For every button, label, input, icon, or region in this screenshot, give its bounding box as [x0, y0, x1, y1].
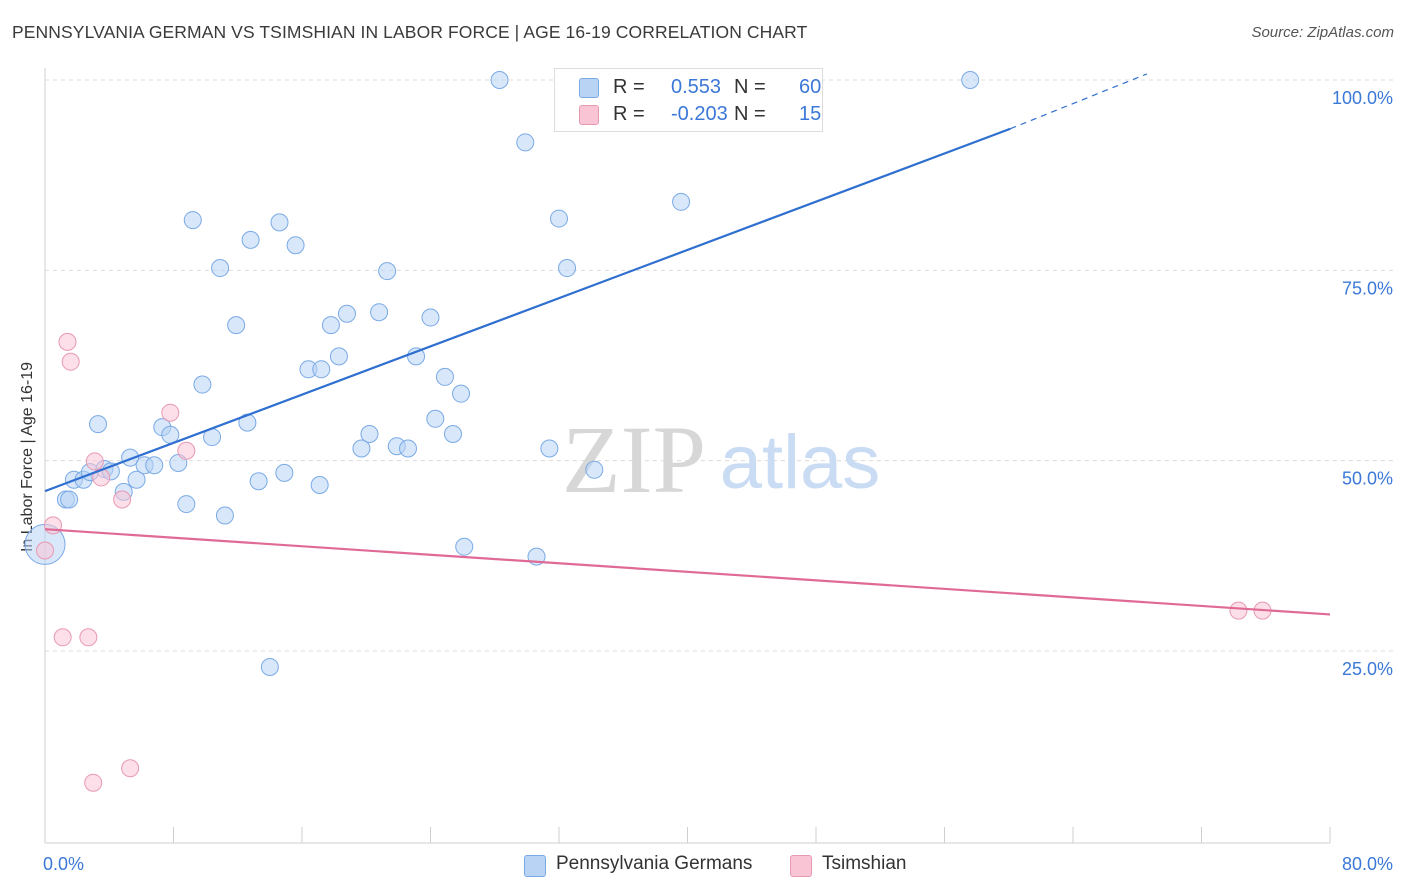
x-tick-label: 0.0%	[43, 854, 84, 874]
data-point-pennsylvania-germans	[312, 360, 331, 379]
data-point-pennsylvania-germans	[672, 192, 691, 211]
legend-label: Pennsylvania Germans	[556, 853, 753, 874]
data-point-tsimshian	[58, 332, 77, 351]
data-point-tsimshian	[1229, 601, 1248, 620]
r-value: 0.553	[671, 76, 722, 98]
data-point-pennsylvania-germans	[352, 439, 371, 458]
gridlines	[45, 79, 1395, 652]
data-point-pennsylvania-germans	[275, 463, 294, 482]
data-point-pennsylvania-germans	[329, 347, 348, 366]
legend-swatch-pink	[790, 855, 812, 877]
data-point-tsimshian	[85, 452, 104, 471]
data-point-pennsylvania-germans	[60, 490, 79, 509]
source-credit: Source: ZipAtlas.com	[1251, 24, 1394, 41]
data-point-pennsylvania-germans	[370, 303, 389, 322]
data-point-pennsylvania-germans	[249, 472, 268, 491]
data-point-pennsylvania-germans	[540, 439, 559, 458]
data-point-pennsylvania-germans	[516, 133, 535, 152]
n-value: 15	[799, 103, 822, 125]
chart-title: PENNSYLVANIA GERMAN VS TSIMSHIAN IN LABO…	[12, 22, 808, 42]
data-point-tsimshian	[121, 759, 140, 778]
y-tick-label: 75.0%	[1342, 278, 1393, 298]
series-legend: Pennsylvania Germans Tsimshian	[0, 852, 1406, 878]
data-point-pennsylvania-germans	[426, 409, 445, 428]
data-point-pennsylvania-germans	[558, 259, 577, 278]
data-point-pennsylvania-germans	[337, 304, 356, 323]
data-point-pennsylvania-germans	[455, 537, 474, 556]
data-point-pennsylvania-germans	[961, 71, 980, 89]
legend-swatch-blue	[579, 78, 599, 98]
data-point-pennsylvania-germans	[310, 476, 329, 495]
data-points	[24, 71, 1272, 792]
r-label: R =	[613, 103, 645, 125]
data-point-tsimshian	[53, 628, 72, 647]
data-point-pennsylvania-germans	[211, 259, 230, 278]
y-tick-label: 25.0%	[1342, 659, 1393, 679]
data-point-tsimshian	[61, 352, 80, 371]
tick-labels: 25.0% 50.0% 75.0% 100.0% 0.0% 80.0%	[43, 88, 1393, 874]
data-point-pennsylvania-germans	[183, 211, 202, 230]
n-label: N =	[734, 103, 766, 125]
data-point-pennsylvania-germans	[241, 230, 260, 249]
watermark-zip: ZIP	[562, 406, 706, 513]
data-point-pennsylvania-germans	[399, 439, 418, 458]
data-point-pennsylvania-germans	[127, 470, 146, 489]
y-tick-label: 100.0%	[1332, 88, 1393, 108]
data-point-pennsylvania-germans	[407, 347, 426, 366]
data-point-pennsylvania-germans	[443, 425, 462, 444]
r-value: -0.203	[671, 103, 728, 125]
data-point-tsimshian	[84, 773, 103, 792]
watermark: ZIP atlas	[562, 406, 880, 513]
data-point-pennsylvania-germans	[193, 375, 212, 394]
data-point-pennsylvania-germans	[270, 213, 289, 232]
trend-lines	[44, 73, 1331, 616]
data-point-tsimshian	[44, 516, 63, 535]
data-point-tsimshian	[161, 403, 180, 422]
x-tick-label: 80.0%	[1342, 854, 1393, 874]
data-point-pennsylvania-germans	[260, 657, 279, 676]
r-label: R =	[613, 76, 645, 98]
trend-line-pennsylvania-germans	[44, 127, 1011, 493]
data-point-tsimshian	[113, 490, 132, 509]
data-point-pennsylvania-germans	[421, 308, 440, 327]
n-value: 60	[799, 76, 822, 98]
data-point-pennsylvania-germans	[177, 495, 196, 514]
data-point-pennsylvania-germans	[550, 209, 568, 228]
y-tick-label: 50.0%	[1342, 469, 1393, 489]
data-point-pennsylvania-germans	[378, 262, 397, 281]
data-point-pennsylvania-germans	[215, 506, 234, 525]
data-point-tsimshian	[79, 628, 98, 647]
legend-label: Tsimshian	[822, 853, 907, 874]
data-point-pennsylvania-germans	[286, 236, 305, 255]
legend-swatch-pink	[579, 105, 599, 125]
data-point-pennsylvania-germans	[360, 425, 379, 444]
data-point-pennsylvania-germans	[227, 316, 246, 335]
data-point-pennsylvania-germans	[585, 460, 604, 479]
legend-swatch-blue	[524, 855, 546, 877]
data-point-pennsylvania-germans	[321, 316, 340, 335]
data-point-pennsylvania-germans	[435, 367, 454, 386]
data-point-pennsylvania-germans	[145, 456, 164, 475]
stats-legend: R = 0.553 N = 60 R = -0.203 N = 15	[554, 68, 823, 132]
trend-line-extension	[1010, 73, 1148, 130]
n-label: N =	[734, 76, 766, 98]
data-point-tsimshian	[177, 441, 196, 460]
data-point-pennsylvania-germans	[452, 384, 471, 403]
axes	[44, 68, 1331, 844]
data-point-tsimshian	[36, 541, 54, 560]
trend-line-tsimshian	[44, 528, 1331, 616]
watermark-atlas: atlas	[720, 420, 881, 505]
data-point-pennsylvania-germans	[89, 415, 108, 434]
data-point-pennsylvania-germans	[490, 71, 509, 89]
